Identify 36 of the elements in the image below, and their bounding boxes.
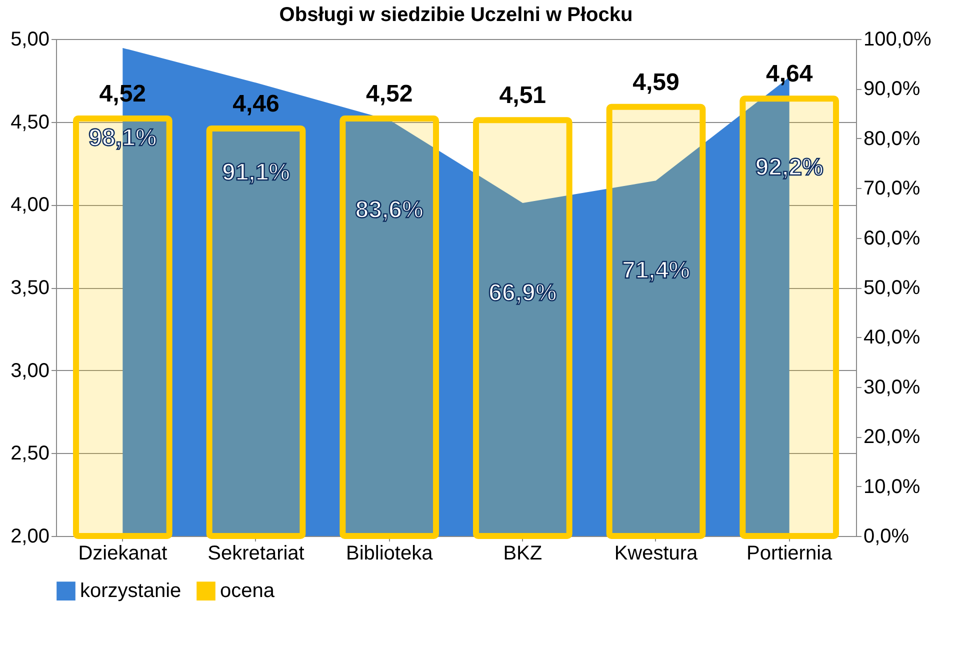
y2-tick-label: 60,0% (864, 227, 920, 250)
y-tick-label: 2,00 (10, 526, 50, 548)
data-label: 4,52 (366, 80, 413, 108)
y2-tick-label: 40,0% (864, 326, 920, 349)
data-label: 4,64 (766, 60, 814, 88)
y-tick-label: 4,00 (10, 194, 50, 216)
legend-label: korzystanie (80, 580, 182, 602)
x-tick-label: Portiernia (746, 542, 833, 564)
y-tick-label: 4,50 (10, 111, 50, 134)
y2-tick-label: 0,0% (864, 526, 910, 548)
data-label: 66,9% (488, 280, 557, 307)
x-tick-label: Biblioteka (346, 542, 434, 564)
y2-tick-label: 10,0% (864, 476, 920, 498)
x-tick-label: BKZ (503, 542, 542, 564)
data-label: 83,6% (355, 196, 424, 224)
data-label: 71,4% (622, 257, 690, 284)
legend-label: ocena (220, 580, 276, 602)
y2-tick-label: 80,0% (864, 128, 920, 150)
chart-title: Obsługi w siedzibie Uczelni w Płocku (279, 4, 633, 26)
x-tick-label: Sekretariat (208, 542, 305, 564)
y2-tick-label: 70,0% (864, 178, 920, 200)
data-label: 91,1% (222, 159, 290, 186)
y-tick-label: 5,00 (10, 28, 50, 50)
y2-tick-label: 50,0% (864, 277, 920, 299)
data-label: 4,46 (232, 90, 280, 118)
x-tick-label: Kwestura (614, 542, 699, 564)
y-tick-label: 2,50 (10, 442, 50, 465)
data-label: 4,59 (632, 68, 680, 96)
y2-tick-label: 90,0% (864, 78, 920, 100)
y-tick-label: 3,50 (10, 277, 50, 299)
y2-tick-label: 20,0% (864, 426, 920, 448)
data-label: 4,51 (499, 82, 546, 110)
y2-tick-label: 100,0% (864, 28, 932, 50)
y-tick-label: 3,00 (10, 360, 50, 382)
x-tick-label: Dziekanat (78, 542, 168, 564)
y2-tick-label: 30,0% (864, 376, 920, 398)
